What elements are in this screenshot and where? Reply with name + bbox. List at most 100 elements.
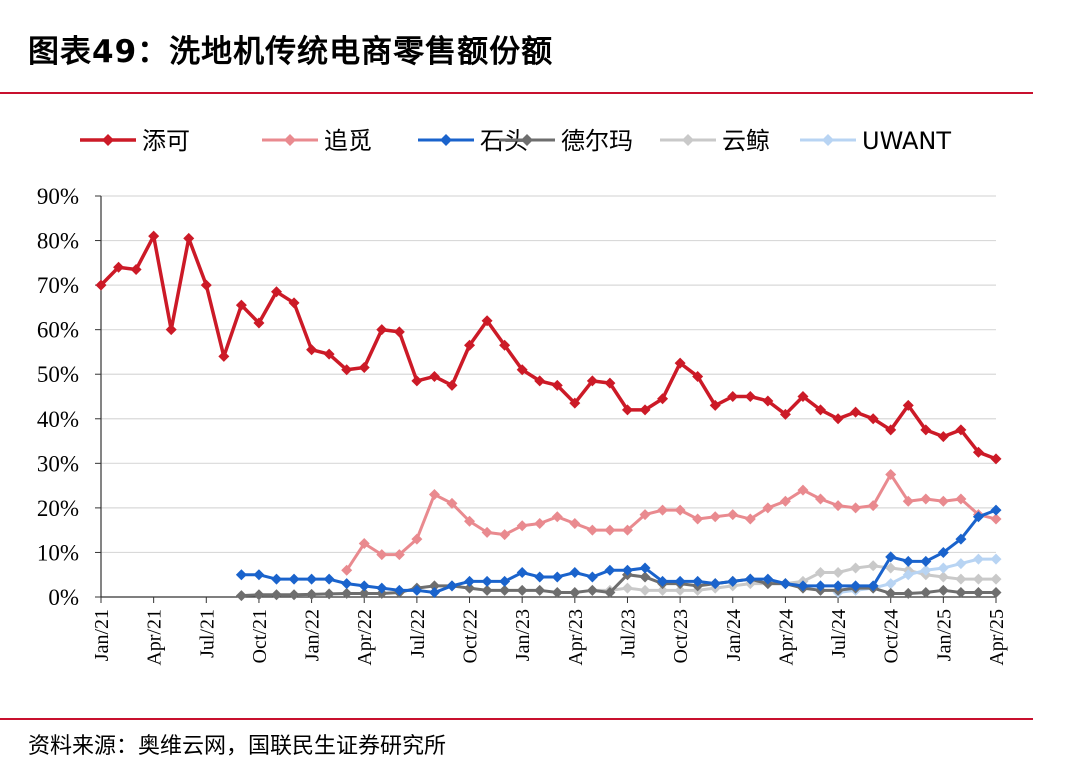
data-point-德尔玛 [586, 584, 598, 596]
data-point-追觅 [446, 497, 458, 509]
x-tick-label: Apr/24 [775, 609, 797, 666]
data-point-石头 [621, 564, 633, 576]
data-point-云鲸 [657, 584, 669, 596]
data-point-追觅 [850, 502, 862, 514]
legend-marker-UWANT [822, 134, 834, 146]
x-tick-label: Jan/24 [723, 609, 745, 661]
data-point-德尔玛 [937, 584, 949, 596]
data-point-追觅 [832, 500, 844, 512]
data-point-云鲸 [885, 562, 897, 574]
data-point-石头 [744, 573, 756, 585]
data-point-添可 [674, 357, 686, 369]
data-point-追觅 [464, 515, 476, 527]
x-tick-label: Jan/22 [302, 609, 324, 661]
data-point-云鲸 [815, 566, 827, 578]
data-point-UWANT [972, 553, 984, 565]
data-point-添可 [306, 344, 318, 356]
data-point-添可 [516, 364, 528, 376]
x-tick-label: Apr/25 [986, 609, 1008, 666]
data-point-石头 [393, 584, 405, 596]
top-divider [0, 92, 1033, 94]
data-point-添可 [692, 370, 704, 382]
data-point-德尔玛 [499, 584, 511, 596]
data-point-德尔玛 [920, 587, 932, 599]
data-point-添可 [253, 317, 265, 329]
data-point-石头 [937, 546, 949, 558]
data-point-石头 [779, 578, 791, 590]
y-tick-label: 20% [37, 496, 79, 521]
data-point-添可 [657, 393, 669, 405]
data-point-添可 [288, 297, 300, 309]
data-point-追觅 [744, 513, 756, 525]
data-point-石头 [990, 504, 1002, 516]
data-point-添可 [200, 279, 212, 291]
x-tick-label: Oct/21 [249, 609, 271, 663]
data-point-德尔玛 [288, 589, 300, 601]
data-point-云鲸 [832, 566, 844, 578]
data-point-添可 [955, 424, 967, 436]
legend-marker-添可 [102, 134, 114, 146]
data-point-添可 [323, 348, 335, 360]
y-tick-label: 90% [37, 184, 79, 209]
data-point-添可 [815, 404, 827, 416]
data-point-德尔玛 [428, 580, 440, 592]
data-point-UWANT [990, 553, 1002, 565]
data-point-石头 [358, 580, 370, 592]
data-point-追觅 [393, 549, 405, 561]
data-point-德尔玛 [306, 588, 318, 600]
data-point-添可 [428, 370, 440, 382]
data-point-UWANT [920, 564, 932, 576]
x-tick-label: Apr/23 [565, 609, 587, 666]
data-point-添可 [499, 339, 511, 351]
data-point-追觅 [867, 500, 879, 512]
data-point-石头 [428, 587, 440, 599]
data-point-德尔玛 [481, 584, 493, 596]
data-point-石头 [674, 575, 686, 587]
y-tick-label: 80% [37, 229, 79, 254]
legend-label-UWANT: UWANT [862, 127, 951, 155]
data-point-UWANT [902, 569, 914, 581]
data-point-德尔玛 [972, 587, 984, 599]
data-point-添可 [446, 379, 458, 391]
data-point-追觅 [481, 526, 493, 538]
data-point-添可 [130, 264, 142, 276]
data-point-追觅 [815, 493, 827, 505]
data-point-德尔玛 [253, 589, 265, 601]
legend-label-德尔玛: 德尔玛 [561, 127, 633, 155]
data-point-石头 [569, 566, 581, 578]
data-point-追觅 [358, 538, 370, 550]
data-point-石头 [902, 555, 914, 567]
data-point-石头 [832, 580, 844, 592]
data-point-石头 [920, 555, 932, 567]
data-point-添可 [464, 339, 476, 351]
data-point-添可 [183, 232, 195, 244]
data-point-云鲸 [990, 573, 1002, 585]
data-point-石头 [411, 584, 423, 596]
data-point-石头 [850, 580, 862, 592]
x-tick-label: Oct/24 [881, 609, 903, 663]
data-point-添可 [744, 391, 756, 402]
x-tick-label: Jul/24 [828, 609, 850, 658]
data-point-UWANT [937, 562, 949, 574]
data-point-石头 [306, 573, 318, 585]
y-tick-label: 50% [37, 362, 79, 387]
data-point-石头 [955, 533, 967, 545]
data-point-云鲸 [867, 560, 879, 572]
data-point-追觅 [428, 489, 440, 501]
data-point-德尔玛 [885, 587, 897, 599]
data-point-追觅 [499, 529, 511, 541]
data-point-石头 [499, 575, 511, 587]
data-point-添可 [95, 279, 107, 291]
data-point-添可 [534, 375, 546, 387]
data-point-石头 [376, 582, 388, 594]
series-line-追觅 [345, 472, 997, 572]
data-point-追觅 [885, 468, 897, 480]
data-point-添可 [762, 395, 774, 407]
data-point-追觅 [902, 495, 914, 507]
data-point-石头 [446, 580, 458, 592]
data-point-添可 [902, 399, 914, 411]
data-point-德尔玛 [516, 584, 528, 596]
data-point-石头 [586, 571, 598, 583]
data-point-德尔玛 [270, 589, 282, 601]
data-point-添可 [604, 377, 616, 389]
